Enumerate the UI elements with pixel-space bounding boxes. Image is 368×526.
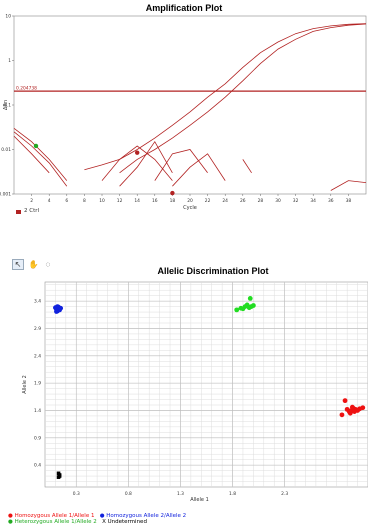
x-tick-label: 8 (83, 198, 86, 204)
y-tick-label: 0.9 (34, 435, 41, 441)
genotype-point (54, 309, 59, 314)
x-tick-label: 6 (65, 198, 68, 204)
x-axis-label: Cycle (183, 205, 197, 211)
legend-text: Heterozygous Allele 1/Allele 2 (14, 519, 97, 525)
y-tick-label: 0.01 (1, 147, 11, 153)
y-tick-label: 0.1 (4, 103, 11, 109)
y-axis-label: Allele 2 (22, 375, 28, 394)
x-axis-label: Allele 1 (190, 497, 209, 503)
x-tick-label: 22 (205, 198, 211, 204)
genotype-point (250, 303, 256, 308)
ad-plot-title: Allelic Discrimination Plot (157, 266, 268, 276)
select-arrow-icon[interactable]: ↖ (12, 259, 24, 270)
genotype-point (246, 305, 252, 311)
x-tick-label: 20 (187, 198, 193, 204)
x-tick-label: 2 (30, 198, 33, 204)
genotype-point (339, 412, 345, 418)
genotype-point (234, 307, 240, 313)
amplification-curve (13, 127, 68, 181)
x-tick-label: 16 (152, 198, 158, 204)
legend-item-homozygous-1: ● Homozygous Allele 1/Allele 1 (8, 513, 94, 519)
data-point (33, 143, 39, 149)
legend-item-homozygous-2: ● Homozygous Allele 2/Allele 2 (100, 513, 186, 519)
y-axis-label: ΔRn (3, 100, 9, 110)
lasso-icon[interactable]: ◌ (45, 260, 51, 269)
x-tick-label: 1.3 (177, 491, 184, 497)
legend-dot-icon: ● (8, 519, 15, 525)
y-tick-label: 1.4 (34, 408, 41, 414)
y-tick-label: 0.4 (34, 463, 41, 469)
x-tick-label: 28 (258, 198, 264, 204)
amplification-curve (13, 131, 68, 187)
data-point (135, 150, 140, 155)
legend-text: Homozygous Allele 2/Allele 2 (106, 513, 187, 519)
legend-row-1: ● Homozygous Allele 1/Allele 1 ● Homozyg… (8, 513, 186, 519)
x-tick-label: 38 (346, 198, 352, 204)
amplification-curve (154, 149, 208, 181)
amplification-curve (172, 153, 226, 187)
plot-frame (13, 15, 367, 195)
legend-text: Undetermined (107, 519, 147, 525)
threshold-label: 0.204738 (16, 86, 37, 92)
x-tick-label: 36 (328, 198, 334, 204)
genotype-point (360, 405, 366, 411)
x-tick-label: 32 (293, 198, 299, 204)
legend-item-heterozygous: ● Heterozygous Allele 1/Allele 2 (8, 519, 97, 525)
legend-label: 2 Ctrl (24, 208, 40, 214)
genotype-point (352, 409, 357, 414)
x-tick-label: 2.3 (281, 491, 288, 497)
legend-dot-icon: ● (99, 513, 107, 519)
x-tick-label: 18 (170, 198, 176, 204)
legend-text: Homozygous Allele 1/Allele 1 (14, 513, 95, 519)
allelic-discrimination-plot: Allelic Discrimination Plot 0.3 0.8 1.3 1.8 2… (22, 266, 368, 503)
plot-toolbar: ↖ ✋ ◌ (12, 254, 53, 272)
data-point (170, 190, 175, 196)
y-tick-label: 10 (5, 14, 11, 20)
x-tick-label: 0.3 (73, 491, 80, 497)
x-tick-label: 24 (222, 198, 228, 204)
y-tick-label: 1.9 (34, 381, 41, 387)
legend-row-2: ● Heterozygous Allele 1/Allele 2 X Undet… (8, 519, 147, 525)
x-tick-label: 4 (48, 198, 51, 204)
legend-dot-icon: ● (8, 513, 15, 519)
undetermined-point (56, 471, 61, 476)
undetermined-point (57, 474, 62, 478)
amplification-curve (119, 140, 173, 187)
x-tick-label: 34 (310, 198, 316, 204)
amplification-curve (242, 159, 252, 174)
x-tick-label: 0.8 (125, 491, 132, 497)
amplification-curve (84, 23, 367, 171)
genotype-point (347, 410, 353, 416)
legend-item-undetermined: X Undetermined (102, 519, 147, 525)
amplification-curve (119, 23, 367, 174)
genotype-point (342, 398, 348, 404)
y-tick-label: 3.4 (34, 299, 41, 305)
genotype-point (238, 305, 244, 311)
pan-hand-icon[interactable]: ✋ (28, 260, 39, 269)
genotype-point (247, 296, 253, 301)
y-tick-label: 1 (8, 58, 11, 64)
genotype-point (349, 404, 355, 410)
amplification-curve (101, 145, 173, 181)
genotype-point (58, 305, 64, 311)
legend-swatch (16, 210, 21, 214)
x-tick-label: 12 (117, 198, 123, 204)
y-tick-label: 2.4 (34, 353, 41, 359)
x-tick-label: 10 (99, 198, 105, 204)
x-tick-label: 30 (275, 198, 281, 204)
y-tick-label: 2.9 (34, 326, 41, 332)
legend-x-icon: X (102, 519, 108, 525)
amplification-curve (13, 135, 50, 174)
amplification-plot: 24681012141618202224262830323436380.0010… (0, 14, 367, 211)
y-tick-label: 0.001 (0, 192, 11, 198)
x-tick-label: 26 (240, 198, 246, 204)
x-tick-label: 14 (134, 198, 140, 204)
amp-plot-title: Amplification Plot (145, 3, 223, 13)
plot-frame (44, 281, 368, 488)
x-tick-label: 1.8 (229, 491, 236, 497)
amplification-curve (330, 180, 367, 191)
